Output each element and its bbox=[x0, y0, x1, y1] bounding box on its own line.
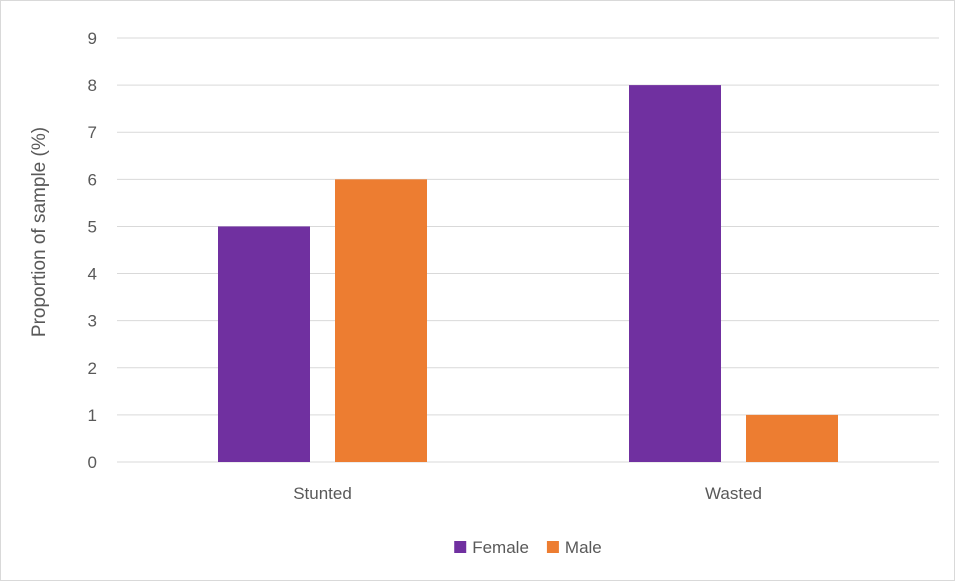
legend: Female Male bbox=[454, 538, 602, 557]
legend-label-male: Male bbox=[565, 538, 602, 557]
bar-male-wasted bbox=[746, 414, 838, 462]
y-tick-label: 6 bbox=[88, 170, 97, 189]
y-tick-label: 4 bbox=[88, 265, 97, 284]
y-tick-label: 1 bbox=[88, 406, 97, 425]
y-axis-title: Proportion of sample (%) bbox=[29, 127, 50, 337]
y-tick-label: 9 bbox=[88, 29, 97, 48]
y-tick-label: 0 bbox=[88, 453, 97, 472]
bar-female-wasted bbox=[629, 85, 721, 462]
y-tick-label: 5 bbox=[88, 217, 97, 236]
y-tick-label: 8 bbox=[88, 76, 97, 95]
bar-male-stunted bbox=[335, 179, 427, 463]
x-category-label: Stunted bbox=[293, 484, 352, 503]
legend-label-female: Female bbox=[472, 538, 529, 557]
x-axis-ticks: Stunted Wasted bbox=[293, 484, 762, 503]
y-axis-ticks: 0 1 2 3 4 5 6 7 8 9 bbox=[88, 29, 97, 472]
y-tick-label: 3 bbox=[88, 312, 97, 331]
legend-swatch-male bbox=[546, 541, 559, 553]
bars bbox=[218, 85, 838, 463]
legend-swatch-female bbox=[454, 541, 467, 553]
y-tick-label: 7 bbox=[88, 123, 97, 142]
y-tick-label: 2 bbox=[88, 359, 97, 378]
bar-female-stunted bbox=[218, 226, 310, 462]
x-category-label: Wasted bbox=[705, 484, 762, 503]
